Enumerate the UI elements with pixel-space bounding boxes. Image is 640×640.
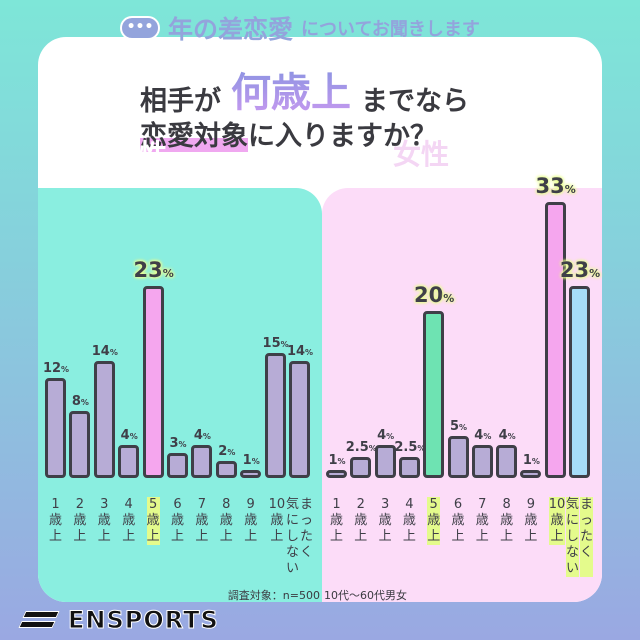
badge-subtitle: についてお聞きします <box>301 19 480 40</box>
question-line-2: 恋愛対象に入りますか？ <box>140 114 437 153</box>
question-b: までなら <box>361 86 469 117</box>
bar <box>398 457 420 478</box>
data-label: 4% <box>120 427 138 443</box>
bar <box>569 285 590 478</box>
data-label: 2% <box>218 444 236 460</box>
bar <box>447 436 469 478</box>
data-label: 8% <box>71 394 89 410</box>
bar <box>350 457 372 478</box>
data-label: 4% <box>498 427 516 443</box>
bar <box>423 311 445 478</box>
data-label: 3% <box>169 435 187 451</box>
data-label: 4% <box>193 427 211 443</box>
male-title: 男性 <box>111 138 168 171</box>
bar <box>215 461 237 478</box>
data-label: 14% <box>286 344 314 360</box>
bar <box>93 361 115 478</box>
data-label: 23% <box>559 257 601 282</box>
footnote-ages: 10代～60代男女 <box>324 589 407 602</box>
data-label: 20% <box>414 283 455 307</box>
category-label: 10 歳上 <box>548 497 566 545</box>
data-label: 1% <box>242 452 260 468</box>
data-label: 15% <box>262 335 289 351</box>
bar <box>45 377 66 478</box>
bar <box>374 444 396 478</box>
badge-title: 年の差恋愛 <box>168 15 294 44</box>
bar <box>520 469 542 478</box>
logo-mark-icon <box>18 610 60 630</box>
bar <box>240 469 262 478</box>
bar <box>496 444 518 478</box>
data-label: 2.5% <box>345 440 377 456</box>
bar <box>544 202 566 478</box>
question-highlight: 何歳上 <box>231 60 351 118</box>
brand-name: ENSPORTS <box>68 606 219 635</box>
data-label: 2.5% <box>394 440 426 456</box>
data-label: 14% <box>91 344 118 360</box>
category-label: まったく気にしない <box>286 497 314 576</box>
question-marked: 恋愛対象 <box>140 121 248 152</box>
question-c: に入りますか？ <box>248 121 437 152</box>
bar <box>264 352 286 478</box>
category-label: まったく気にしない <box>566 497 594 577</box>
female-title: 女性 <box>393 138 450 171</box>
data-label: 1% <box>522 452 540 468</box>
category-label: 10 歳上 <box>268 497 286 544</box>
data-label: 5% <box>449 419 468 435</box>
brand-logo: ENSPORTS <box>18 606 219 635</box>
bar <box>471 444 493 478</box>
data-label: 1% <box>328 452 346 468</box>
topic-badge: ••• 年の差恋愛 についてお聞きします <box>120 10 480 46</box>
question-a: 相手が <box>140 86 221 117</box>
bar <box>191 444 213 478</box>
speech-bubble-icon: ••• <box>120 16 160 40</box>
bar <box>167 452 188 478</box>
bar <box>118 444 140 478</box>
data-label: 23% <box>133 257 174 282</box>
footnote-sample: 調査対象：n=500 <box>227 589 320 602</box>
bar <box>69 411 91 478</box>
bar <box>142 285 164 478</box>
data-label: 12% <box>42 360 70 376</box>
data-label: 33% <box>535 174 576 199</box>
bar <box>289 361 310 478</box>
data-label: 4% <box>377 427 395 443</box>
data-label: 4% <box>474 427 492 443</box>
bar <box>326 469 347 478</box>
question-line-1: 相手が 何歳上 までなら <box>140 60 469 118</box>
